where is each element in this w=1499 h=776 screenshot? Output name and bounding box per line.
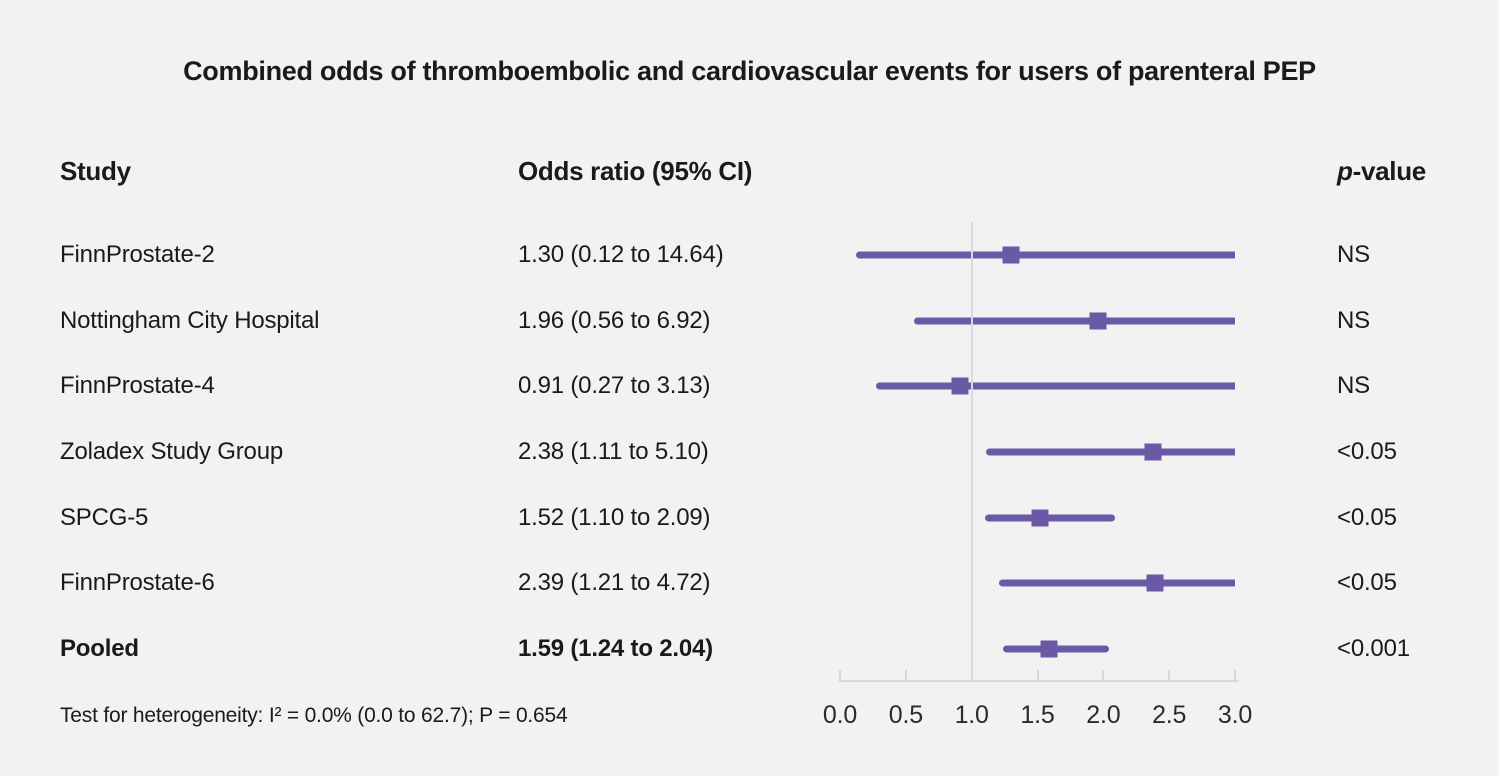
x-axis-tick bbox=[1168, 670, 1171, 680]
confidence-interval-line bbox=[913, 317, 1235, 325]
x-axis-tick-label: 2.0 bbox=[1086, 701, 1121, 729]
x-axis-tick-label: 2.5 bbox=[1152, 701, 1187, 729]
study-label: Zoladex Study Group bbox=[60, 437, 283, 465]
x-axis-tick bbox=[839, 670, 841, 680]
study-label: SPCG-5 bbox=[60, 503, 149, 531]
odds-ratio-label: 1.59 (1.24 to 2.04) bbox=[518, 635, 713, 663]
p-value-label: NS bbox=[1337, 240, 1370, 268]
confidence-interval-line bbox=[875, 382, 1235, 390]
x-axis-tick bbox=[1036, 670, 1039, 680]
forest-row: FinnProstate-2 1.30 (0.12 to 14.64) NS bbox=[0, 222, 1499, 288]
p-value-italic-p: p bbox=[1337, 156, 1353, 186]
column-header-odds-ratio: Odds ratio (95% CI) bbox=[518, 156, 753, 186]
odds-ratio-label: 2.38 (1.11 to 5.10) bbox=[518, 437, 709, 465]
p-value-label: <0.001 bbox=[1337, 635, 1410, 663]
odds-ratio-marker bbox=[1031, 509, 1049, 527]
study-label: Nottingham City Hospital bbox=[60, 306, 320, 334]
odds-ratio-marker bbox=[951, 377, 969, 395]
x-axis-tick-label: 1.0 bbox=[954, 701, 989, 729]
p-value-label: NS bbox=[1337, 372, 1370, 400]
x-axis-tick bbox=[1102, 670, 1105, 680]
x-axis-tick-label: 0.5 bbox=[888, 701, 923, 729]
study-label: FinnProstate-2 bbox=[60, 240, 215, 268]
p-value-label: <0.05 bbox=[1337, 503, 1397, 531]
confidence-interval-line bbox=[984, 514, 1116, 522]
x-axis-tick-label: 3.0 bbox=[1217, 701, 1253, 729]
column-header-study: Study bbox=[60, 156, 131, 186]
confidence-interval-line bbox=[999, 579, 1235, 587]
x-axis-tick bbox=[970, 670, 973, 680]
forest-rows: FinnProstate-2 1.30 (0.12 to 14.64) NS Nott… bbox=[0, 222, 1499, 682]
heterogeneity-note: Test for heterogeneity: I² = 0.0% (0.0 t… bbox=[60, 704, 568, 727]
p-value-label: NS bbox=[1337, 306, 1370, 334]
p-value-rest: -value bbox=[1352, 156, 1427, 186]
p-value-label: <0.05 bbox=[1337, 569, 1397, 597]
study-label: Pooled bbox=[60, 635, 139, 663]
x-axis-tick-label: 1.5 bbox=[1020, 701, 1055, 729]
forest-row: Pooled 1.59 (1.24 to 2.04) <0.001 bbox=[0, 616, 1499, 682]
chart-title: Combined odds of thromboembolic and card… bbox=[183, 56, 1316, 86]
odds-ratio-label: 2.39 (1.21 to 4.72) bbox=[518, 569, 711, 597]
odds-ratio-marker bbox=[1002, 246, 1020, 264]
odds-ratio-label: 0.91 (0.27 to 3.13) bbox=[518, 372, 711, 400]
odds-ratio-marker bbox=[1089, 312, 1107, 330]
forest-row: SPCG-5 1.52 (1.10 to 2.09) <0.05 bbox=[0, 485, 1499, 551]
odds-ratio-marker bbox=[1144, 443, 1162, 461]
column-header-p-value: p-value bbox=[1337, 156, 1426, 187]
x-axis-tick-label: 0.0 bbox=[822, 701, 858, 729]
x-axis-tick bbox=[1234, 670, 1236, 680]
forest-row: FinnProstate-4 0.91 (0.27 to 3.13) NS bbox=[0, 353, 1499, 419]
odds-ratio-label: 1.52 (1.10 to 2.09) bbox=[518, 503, 711, 531]
confidence-interval-line bbox=[986, 448, 1235, 456]
forest-row: Zoladex Study Group 2.38 (1.11 to 5.10) <0… bbox=[0, 419, 1499, 485]
odds-ratio-marker bbox=[1040, 640, 1058, 658]
reference-line bbox=[970, 222, 973, 682]
odds-ratio-marker bbox=[1146, 574, 1164, 592]
odds-ratio-label: 1.30 (0.12 to 14.64) bbox=[518, 240, 724, 268]
study-label: FinnProstate-6 bbox=[60, 569, 215, 597]
study-label: FinnProstate-4 bbox=[60, 372, 215, 400]
forest-row: Nottingham City Hospital 1.96 (0.56 to 6.… bbox=[0, 288, 1499, 354]
x-axis-tick bbox=[904, 670, 907, 680]
forest-row: FinnProstate-6 2.39 (1.21 to 4.72) <0.05 bbox=[0, 551, 1499, 617]
confidence-interval-line bbox=[855, 251, 1235, 259]
p-value-label: <0.05 bbox=[1337, 437, 1397, 465]
odds-ratio-label: 1.96 (0.56 to 6.92) bbox=[518, 306, 711, 334]
x-axis-line bbox=[839, 680, 1239, 682]
